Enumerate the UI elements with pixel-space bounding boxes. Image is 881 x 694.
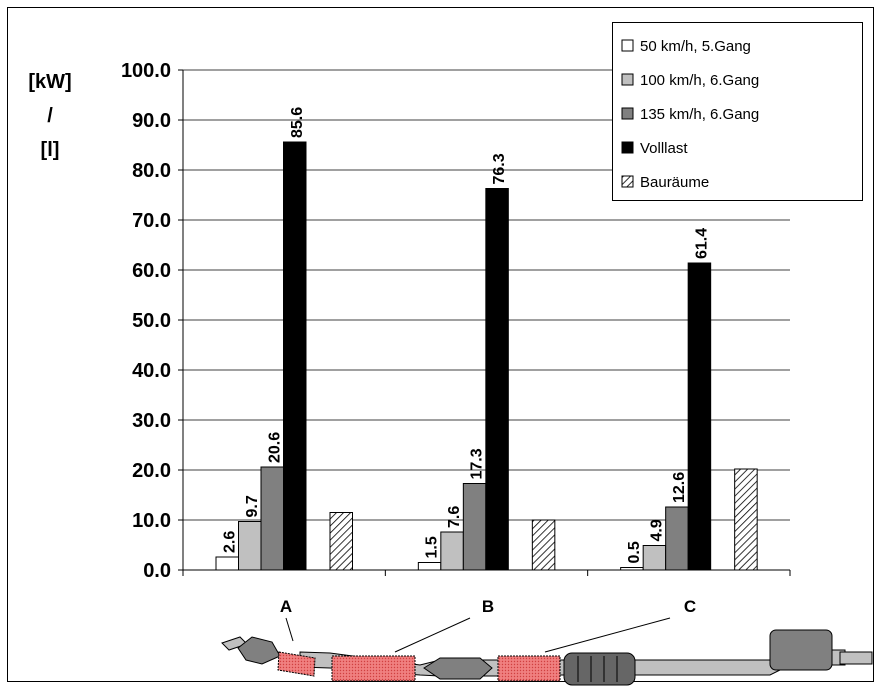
bar	[532, 520, 555, 570]
value-label: 2.6	[221, 531, 238, 553]
legend-label: 50 km/h, 5.Gang	[640, 38, 751, 55]
legend-swatch	[622, 176, 633, 187]
bar	[688, 263, 711, 570]
value-label: 76.3	[491, 153, 508, 184]
y-axis-label: [kW]	[28, 71, 71, 93]
bar	[621, 568, 644, 571]
value-label: 9.7	[244, 495, 261, 517]
y-axis-label: /	[47, 105, 53, 127]
bar	[735, 469, 758, 570]
value-label: 20.6	[266, 432, 283, 463]
value-label: 17.3	[469, 448, 486, 479]
y-tick-label: 70.0	[132, 210, 171, 232]
bar	[239, 522, 262, 571]
bar	[486, 189, 509, 571]
legend-swatch	[622, 74, 633, 85]
legend-swatch	[622, 142, 633, 153]
y-tick-label: 100.0	[121, 60, 171, 82]
y-tick-label: 80.0	[132, 160, 171, 182]
y-tick-label: 40.0	[132, 360, 171, 382]
y-axis-label: [l]	[41, 139, 60, 161]
legend-swatch	[622, 108, 633, 119]
y-tick-label: 0.0	[143, 560, 171, 582]
annotation: B	[482, 597, 494, 616]
annotation: A	[280, 597, 292, 616]
bar	[216, 557, 239, 570]
bar	[441, 532, 464, 570]
y-tick-label: 10.0	[132, 510, 171, 532]
legend-label: Bauräume	[640, 174, 709, 191]
y-tick-label: 60.0	[132, 260, 171, 282]
legend-label: 100 km/h, 6.Gang	[640, 72, 759, 89]
y-tick-label: 30.0	[132, 410, 171, 432]
value-label: 1.5	[424, 536, 441, 558]
bar	[284, 142, 307, 570]
bar	[666, 507, 689, 570]
bar	[418, 563, 441, 571]
bar	[261, 467, 284, 570]
legend-label: 135 km/h, 6.Gang	[640, 106, 759, 123]
y-tick-label: 20.0	[132, 460, 171, 482]
value-label: 4.9	[648, 519, 665, 541]
legend-swatch	[622, 40, 633, 51]
bar	[463, 484, 486, 571]
legend-label: Volllast	[640, 140, 688, 157]
value-label: 12.6	[671, 472, 688, 503]
value-label: 85.6	[289, 107, 306, 138]
y-tick-label: 50.0	[132, 310, 171, 332]
y-tick-label: 90.0	[132, 110, 171, 132]
annotation: C	[684, 597, 696, 616]
value-label: 61.4	[693, 228, 710, 259]
chart: 0.0 10.0 20.0 30.0 40.0 50.0 60.0 70.0 80.0 90.0 1…	[0, 0, 881, 689]
value-label: 7.6	[446, 506, 463, 528]
bar	[330, 513, 353, 571]
bar	[643, 546, 666, 571]
value-label: 0.5	[626, 541, 643, 563]
